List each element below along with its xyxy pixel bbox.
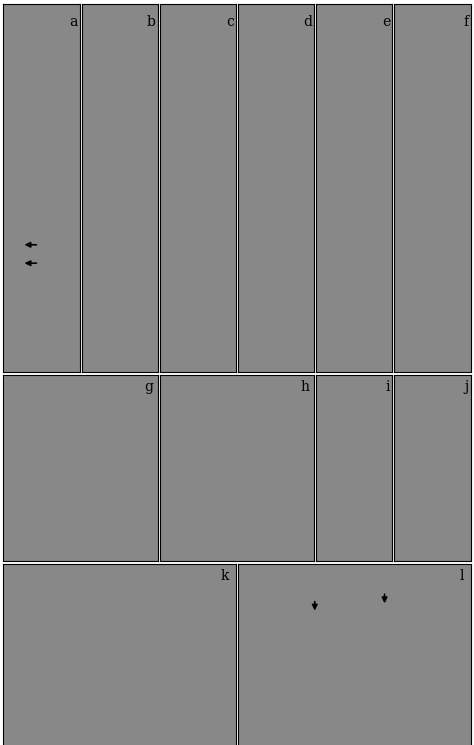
Text: a: a (69, 15, 77, 29)
Text: j: j (464, 381, 468, 394)
Text: b: b (146, 15, 155, 29)
Text: i: i (386, 381, 390, 394)
Text: e: e (382, 15, 390, 29)
Text: l: l (459, 569, 464, 583)
Text: d: d (303, 15, 312, 29)
Text: c: c (226, 15, 234, 29)
Text: g: g (144, 381, 153, 394)
Text: k: k (220, 569, 229, 583)
Text: f: f (463, 15, 468, 29)
Text: h: h (301, 381, 310, 394)
